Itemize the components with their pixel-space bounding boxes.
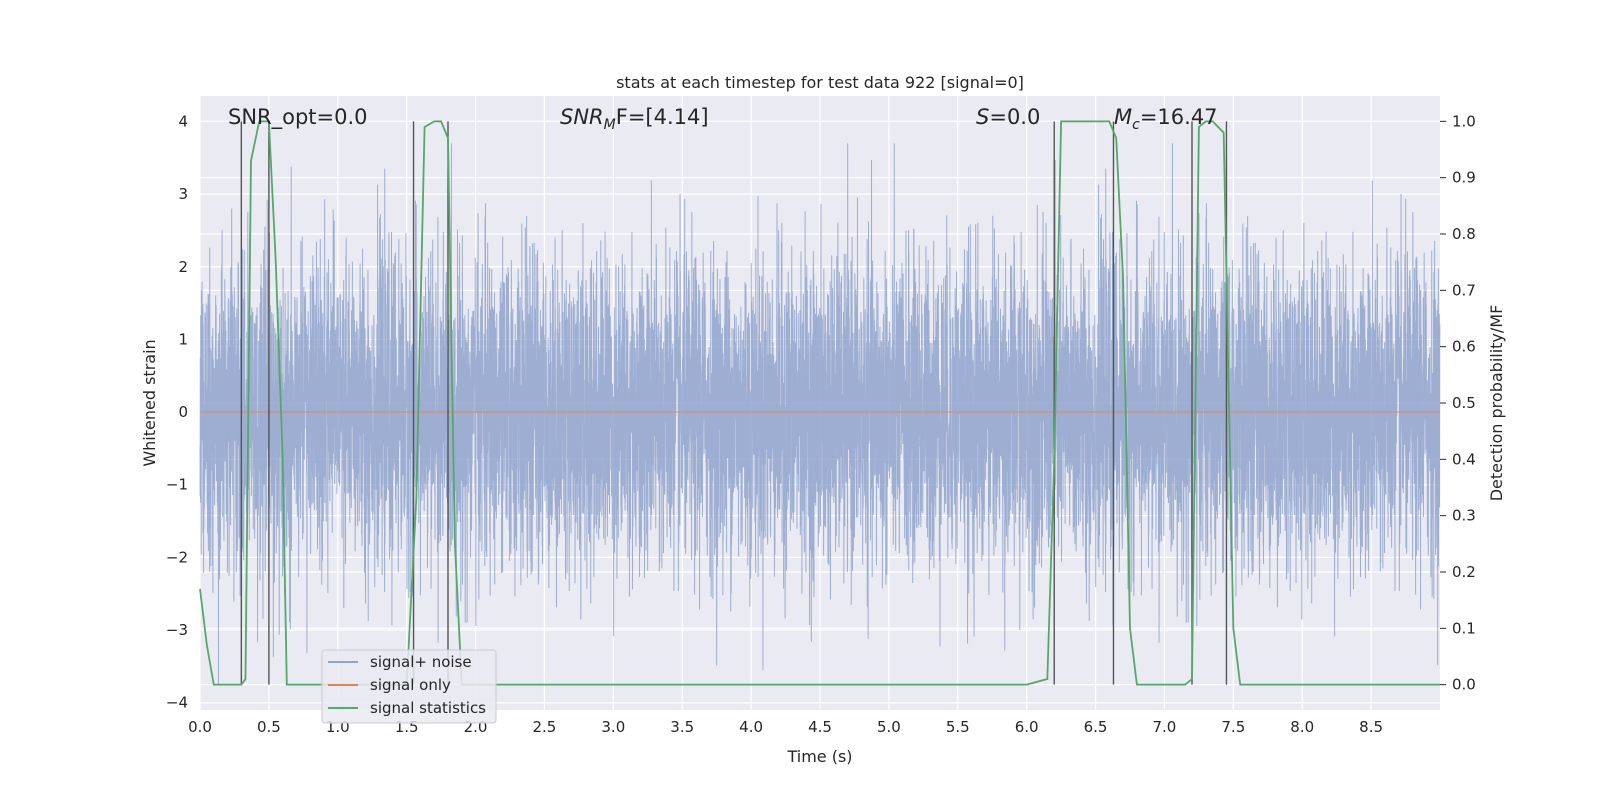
annotation-s-main: S xyxy=(976,105,989,129)
annotation-mc-main: M xyxy=(1114,105,1132,129)
right-y-tick-label-5: 0.5 xyxy=(1452,394,1476,412)
annotation-snr-mf-sub: M xyxy=(604,117,616,133)
annotation-snr-mf: SNRMF=[4.14] xyxy=(560,105,709,133)
left-y-tick-label-2: 2 xyxy=(178,258,188,276)
left-y-tick-label-8: −4 xyxy=(166,694,188,712)
left-y-tick-label-5: −1 xyxy=(166,476,188,494)
x-tick-label-11: 5.5 xyxy=(946,718,970,736)
right-y-tick-label-3: 0.7 xyxy=(1452,281,1476,299)
chart-title: stats at each timestep for test data 922… xyxy=(616,73,1024,92)
x-tick-label-8: 4.0 xyxy=(739,718,763,736)
left-y-tick-label-4: 0 xyxy=(178,403,188,421)
x-tick-label-10: 5.0 xyxy=(877,718,901,736)
signal-statistics-line xyxy=(199,120,1440,686)
annotation-snr-mf-main: SNR xyxy=(560,105,604,129)
legend-label-signal-noise: signal+ noise xyxy=(370,653,472,671)
left-y-axis-label: Whitened strain xyxy=(140,339,159,466)
x-tick-label-0: 0.0 xyxy=(188,718,212,736)
right-y-tick-label-0: 1.0 xyxy=(1452,112,1476,130)
x-tick-label-5: 2.5 xyxy=(533,718,557,736)
legend: signal+ noise signal only signal statist… xyxy=(321,649,497,724)
right-y-tick-label-6: 0.4 xyxy=(1452,450,1476,468)
annotation-s-rest: =0.0 xyxy=(989,105,1040,129)
left-y-tick-labels: 4 3 2 1 0 −1 −2 −3 −4 xyxy=(166,112,188,711)
annotation-s: S=0.0 xyxy=(976,105,1040,129)
right-y-tick-label-9: 0.1 xyxy=(1452,619,1476,637)
x-tick-label-14: 7.0 xyxy=(1153,718,1177,736)
left-y-tick-label-3: 1 xyxy=(178,330,188,348)
annotation-mc-sub: c xyxy=(1132,117,1140,133)
legend-label-signal-statistics: signal statistics xyxy=(370,699,486,717)
annotation-snr-opt: SNR_opt=0.0 xyxy=(228,105,368,130)
left-y-tick-label-1: 3 xyxy=(178,185,188,203)
legend-label-signal-only: signal only xyxy=(370,676,451,694)
vertical-markers xyxy=(240,121,1228,685)
x-tick-label-12: 6.0 xyxy=(1015,718,1039,736)
annotation-mc-rest: =16.47 xyxy=(1140,105,1218,129)
signal-statistics-series xyxy=(199,120,1440,686)
annotation-mc: Mc=16.47 xyxy=(1114,105,1218,133)
left-y-tick-label-6: −2 xyxy=(166,548,188,566)
right-y-axis-label: Detection probability/MF xyxy=(1487,305,1506,502)
left-y-tick-label-7: −3 xyxy=(166,621,188,639)
x-tick-label-15: 7.5 xyxy=(1221,718,1245,736)
right-y-tick-label-8: 0.2 xyxy=(1452,563,1476,581)
x-axis-label: Time (s) xyxy=(786,747,852,766)
right-y-tick-labels: 1.0 0.9 0.8 0.7 0.6 0.5 0.4 0.3 0.2 0.1 0.0 xyxy=(1440,112,1476,694)
x-tick-label-13: 6.5 xyxy=(1084,718,1108,736)
x-tick-label-16: 8.0 xyxy=(1290,718,1314,736)
annotation-snr-mf-rest: F=[4.14] xyxy=(616,105,709,129)
signal-noise-line xyxy=(199,143,1441,685)
x-tick-label-9: 4.5 xyxy=(808,718,832,736)
left-y-tick-label-0: 4 xyxy=(178,112,188,130)
x-tick-label-6: 3.0 xyxy=(601,718,625,736)
x-tick-label-1: 0.5 xyxy=(257,718,281,736)
signal-noise-series xyxy=(199,143,1441,685)
legend-box xyxy=(321,649,497,724)
x-tick-label-7: 3.5 xyxy=(670,718,694,736)
right-y-tick-label-4: 0.6 xyxy=(1452,338,1476,356)
right-y-tick-label-2: 0.8 xyxy=(1452,225,1476,243)
right-y-tick-label-7: 0.3 xyxy=(1452,507,1476,525)
x-tick-label-17: 8.5 xyxy=(1359,718,1383,736)
right-y-tick-label-1: 0.9 xyxy=(1452,169,1476,187)
right-y-tick-label-10: 0.0 xyxy=(1452,676,1476,694)
